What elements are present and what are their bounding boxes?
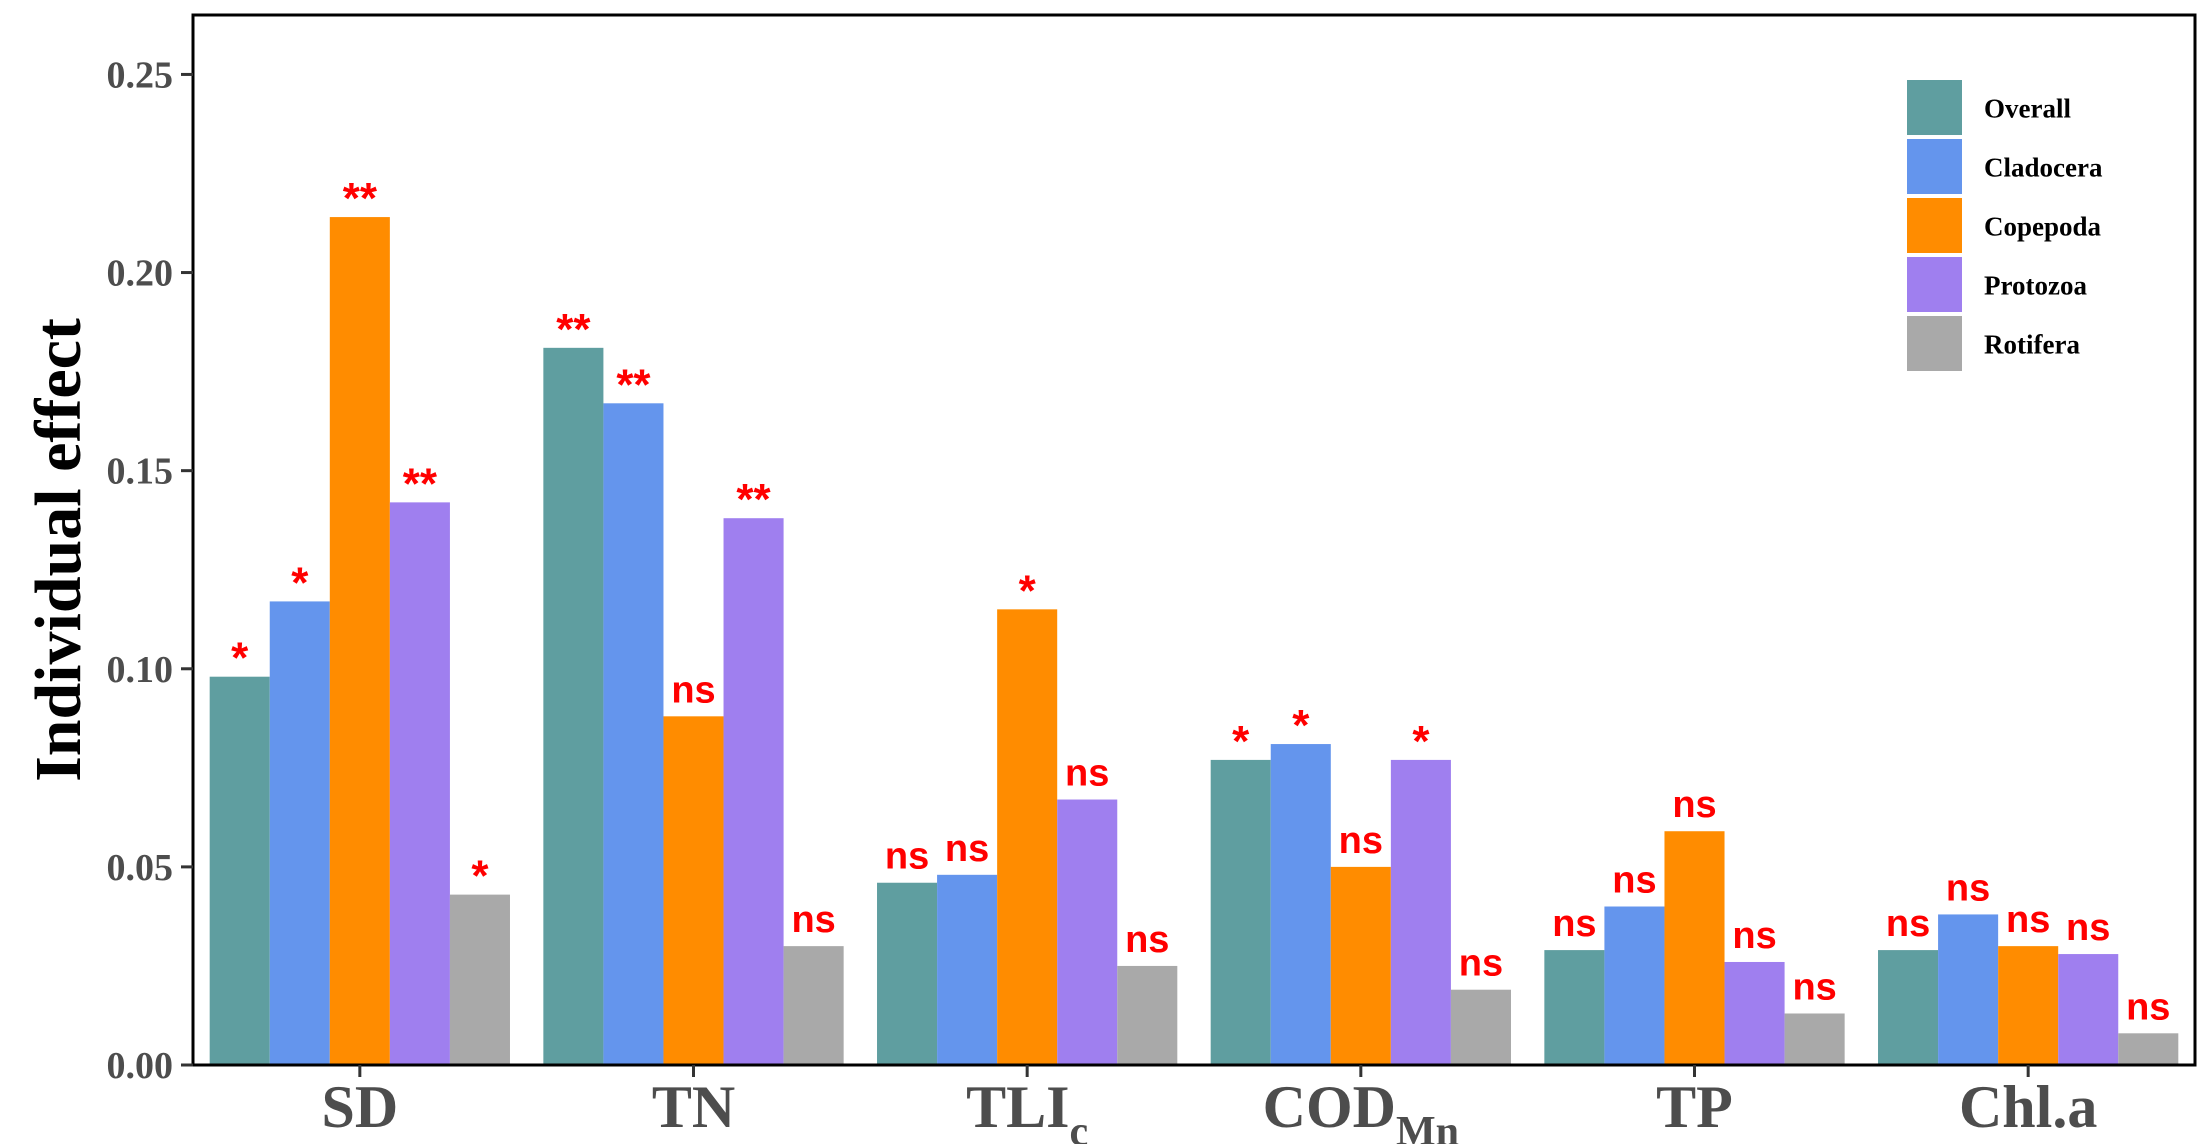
significance-label: * [1292,701,1310,750]
significance-label: ns [1552,903,1596,945]
y-tick-label: 0.05 [107,847,174,889]
significance-label: ns [791,899,835,941]
significance-label: ns [945,828,989,870]
x-axis: SD TN TLIc CODMn TP Chl.a [321,1065,2097,1144]
significance-label: ** [403,459,438,508]
bar-overall [1544,950,1605,1065]
y-tick-label: 0.00 [107,1045,174,1087]
legend-label: Copepoda [1984,212,2102,242]
significance-label: ns [1672,784,1716,826]
y-tick-label: 0.20 [107,253,174,295]
significance-label: ns [1339,820,1383,862]
y-tick-label: 0.25 [107,54,174,96]
plot-frame [191,13,2197,1067]
bar-rotifera [1450,989,1511,1065]
bar-copepoda [1664,831,1725,1065]
y-tick-label: 0.15 [107,451,174,493]
bar-cladocera [1270,744,1331,1065]
significance-label: ** [736,475,771,524]
significance-label: ** [343,174,378,223]
x-tick-label: Chl.a [1959,1074,2097,1140]
legend-key-rotifera [1907,316,1962,371]
legend-label: Protozoa [1984,271,2087,301]
significance-label: ns [1946,867,1990,909]
bar-protozoa [2058,954,2119,1065]
significance-label: ns [1792,966,1836,1008]
bar-copepoda [997,609,1058,1065]
legend-label: Cladocera [1984,153,2103,183]
bar-rotifera [783,946,844,1065]
significance-label: ns [671,669,715,711]
bar-copepoda [1998,946,2059,1065]
bar-overall [543,347,604,1065]
significance-label: * [1232,717,1250,766]
significance-label: ns [1125,919,1169,961]
bar-rotifera [1784,1013,1845,1065]
bar-cladocera [1938,914,1999,1065]
significance-label: * [1412,717,1430,766]
significance-label: ns [1732,915,1776,957]
significance-label: ns [2006,899,2050,941]
bar-copepoda [329,217,390,1066]
significance-label: ns [1886,903,1930,945]
significance-label: * [471,852,489,901]
y-tick-label: 0.10 [107,649,174,691]
legend-key-cladocera [1907,139,1962,194]
bar-protozoa [723,518,784,1065]
significance-label: ns [1065,753,1109,795]
bar-rotifera [449,894,510,1065]
significance-label: ns [2126,986,2170,1028]
bar-overall [209,676,270,1065]
significance-label: ns [1612,860,1656,902]
legend-key-overall [1907,80,1962,135]
y-axis: 0.00 0.05 0.10 0.15 0.20 0.25 [107,54,193,1087]
bar-cladocera [603,403,664,1065]
x-tick-label: TN [652,1074,735,1140]
bar-cladocera [269,601,330,1065]
legend: Overall Cladocera Copepoda Protozoa Rotifera [1907,80,2103,371]
significance-label: * [291,558,309,607]
x-tick-label: TP [1656,1074,1733,1140]
bar-protozoa [389,502,450,1065]
x-tick-label: TLIc [966,1074,1088,1144]
significance-label: * [1019,566,1037,615]
significance-label: ** [556,305,591,354]
bar-cladocera [1604,906,1665,1065]
x-tick-label: CODMn [1263,1074,1459,1144]
bar-protozoa [1057,799,1118,1065]
legend-label: Rotifera [1984,330,2080,360]
x-tick-label: SD [321,1074,398,1140]
significance-label: ns [1459,943,1503,985]
legend-label: Overall [1984,94,2071,124]
bar-overall [1878,950,1939,1065]
bar-cladocera [937,874,998,1065]
bar-overall [877,882,938,1065]
bar-rotifera [2118,1033,2179,1065]
significance-label: ns [2066,907,2110,949]
legend-key-copepoda [1907,198,1962,253]
bar-overall [1210,759,1271,1065]
significance-label: ns [885,836,929,878]
bar-protozoa [1724,961,1785,1065]
bar-copepoda [663,716,724,1065]
bar-protozoa [1390,759,1451,1065]
bar-rotifera [1117,965,1178,1065]
significance-label: * [231,634,249,683]
bars-layer [209,217,2179,1066]
bar-copepoda [1330,866,1391,1065]
y-axis-title: Individual effect [22,318,95,782]
legend-key-protozoa [1907,257,1962,312]
significance-label: ** [616,360,651,409]
